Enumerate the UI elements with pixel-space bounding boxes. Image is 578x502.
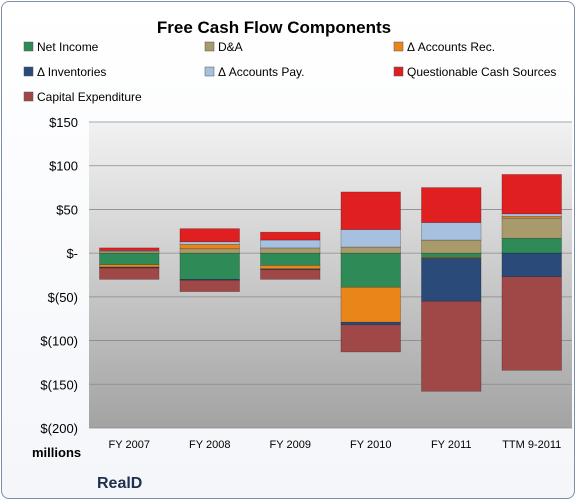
legend-swatch-questionable-cash-sources bbox=[393, 66, 404, 77]
plot-area bbox=[89, 122, 572, 428]
bar-segment-capital-expenditure bbox=[99, 267, 160, 280]
bar-segment-accounts-pay bbox=[421, 222, 482, 241]
y-tick-label: $(50) bbox=[48, 290, 78, 305]
bar-segment-d-a bbox=[179, 248, 240, 254]
legend-label-net-income: Net Income bbox=[37, 40, 99, 54]
bar-segment-inventories bbox=[421, 258, 482, 302]
legend-swatch-accounts-rec bbox=[393, 41, 404, 52]
unit-label: millions bbox=[32, 445, 81, 460]
bar-segment-accounts-rec bbox=[260, 265, 321, 270]
bar-segment-questionable-cash-sources bbox=[99, 247, 160, 251]
bar-segment-d-a bbox=[260, 247, 321, 254]
legend-swatch-inventories bbox=[23, 66, 34, 77]
legend-swatch-net-income bbox=[23, 41, 34, 52]
bar-segment-accounts-pay bbox=[501, 213, 562, 217]
bar-segment-questionable-cash-sources bbox=[260, 231, 321, 241]
legend-swatch-d-a bbox=[204, 41, 215, 52]
x-tick-label: TTM 9-2011 bbox=[502, 439, 561, 451]
bar-segment-accounts-rec bbox=[99, 264, 160, 268]
bar-segment-accounts-rec bbox=[340, 286, 401, 323]
y-tick-label: $(200) bbox=[40, 421, 78, 436]
bar-segment-capital-expenditure bbox=[260, 269, 321, 280]
gridlines bbox=[89, 121, 572, 429]
bar-segment-questionable-cash-sources bbox=[501, 174, 562, 215]
bar-segment-capital-expenditure bbox=[179, 279, 240, 292]
bar-segment-capital-expenditure bbox=[340, 324, 401, 353]
legend-label-questionable-cash-sources: Questionable Cash Sources bbox=[407, 65, 556, 79]
x-tick-label: FY 2008 bbox=[189, 439, 230, 451]
legend-swatch-accounts-pay bbox=[204, 66, 215, 77]
bar-segment-net-income bbox=[179, 252, 240, 280]
bar-segment-net-income bbox=[99, 252, 160, 265]
y-tick-label: $- bbox=[66, 246, 78, 261]
bar-segment-d-a bbox=[421, 239, 482, 254]
x-tick-label: FY 2007 bbox=[109, 439, 150, 451]
y-tick-label: $(100) bbox=[40, 334, 78, 349]
y-tick-label: $(150) bbox=[40, 377, 78, 392]
bar-segment-accounts-pay bbox=[260, 239, 321, 249]
company-label: RealD bbox=[97, 475, 142, 492]
y-tick-label: $50 bbox=[56, 202, 78, 217]
y-tick-label: $100 bbox=[49, 159, 78, 174]
legend: Net Income D&A Δ Accounts Rec. Δ Inventorie… bbox=[23, 40, 556, 104]
legend-label-capital-expenditure: Capital Expenditure bbox=[37, 90, 142, 104]
bar-segment-net-income bbox=[501, 237, 562, 254]
x-tick-label: FY 2010 bbox=[350, 439, 391, 451]
bar-segment-net-income bbox=[421, 252, 482, 258]
bar-segment-questionable-cash-sources bbox=[340, 191, 401, 230]
x-tick-label: FY 2009 bbox=[270, 439, 311, 451]
bar-segment-accounts-pay bbox=[340, 229, 401, 248]
legend-label-d-a: D&A bbox=[218, 40, 243, 54]
bar-segment-d-a bbox=[501, 217, 562, 239]
bar-segment-inventories bbox=[340, 321, 401, 326]
bar-segment-accounts-pay bbox=[179, 241, 240, 245]
bar-segment-questionable-cash-sources bbox=[179, 228, 240, 243]
x-tick-label: FY 2011 bbox=[431, 439, 472, 451]
bars bbox=[99, 174, 562, 392]
bar-segment-capital-expenditure bbox=[501, 276, 562, 371]
bar-segment-inventories bbox=[501, 252, 562, 278]
legend-label-inventories: Δ Inventories bbox=[37, 65, 106, 79]
legend-label-accounts-rec: Δ Accounts Rec. bbox=[407, 40, 495, 54]
bar-segment-questionable-cash-sources bbox=[421, 187, 482, 223]
bar-segment-net-income bbox=[340, 252, 401, 288]
bar-segment-accounts-rec bbox=[179, 244, 240, 250]
legend-label-accounts-pay: Δ Accounts Pay. bbox=[218, 65, 305, 79]
bar-segment-capital-expenditure bbox=[421, 300, 482, 392]
y-axis: $150 $100 $50 $- $(50) $(100) $(150) $(200) bbox=[40, 115, 78, 436]
chart-title: Free Cash Flow Components bbox=[157, 18, 391, 37]
legend-swatch-capital-expenditure bbox=[23, 91, 34, 102]
bar-segment-d-a bbox=[340, 246, 401, 254]
bar-segment-net-income bbox=[260, 252, 321, 266]
y-tick-label: $150 bbox=[49, 115, 78, 130]
x-axis: FY 2007 FY 2008 FY 2009 FY 2010 FY 2011 TTM 9… bbox=[109, 439, 562, 451]
